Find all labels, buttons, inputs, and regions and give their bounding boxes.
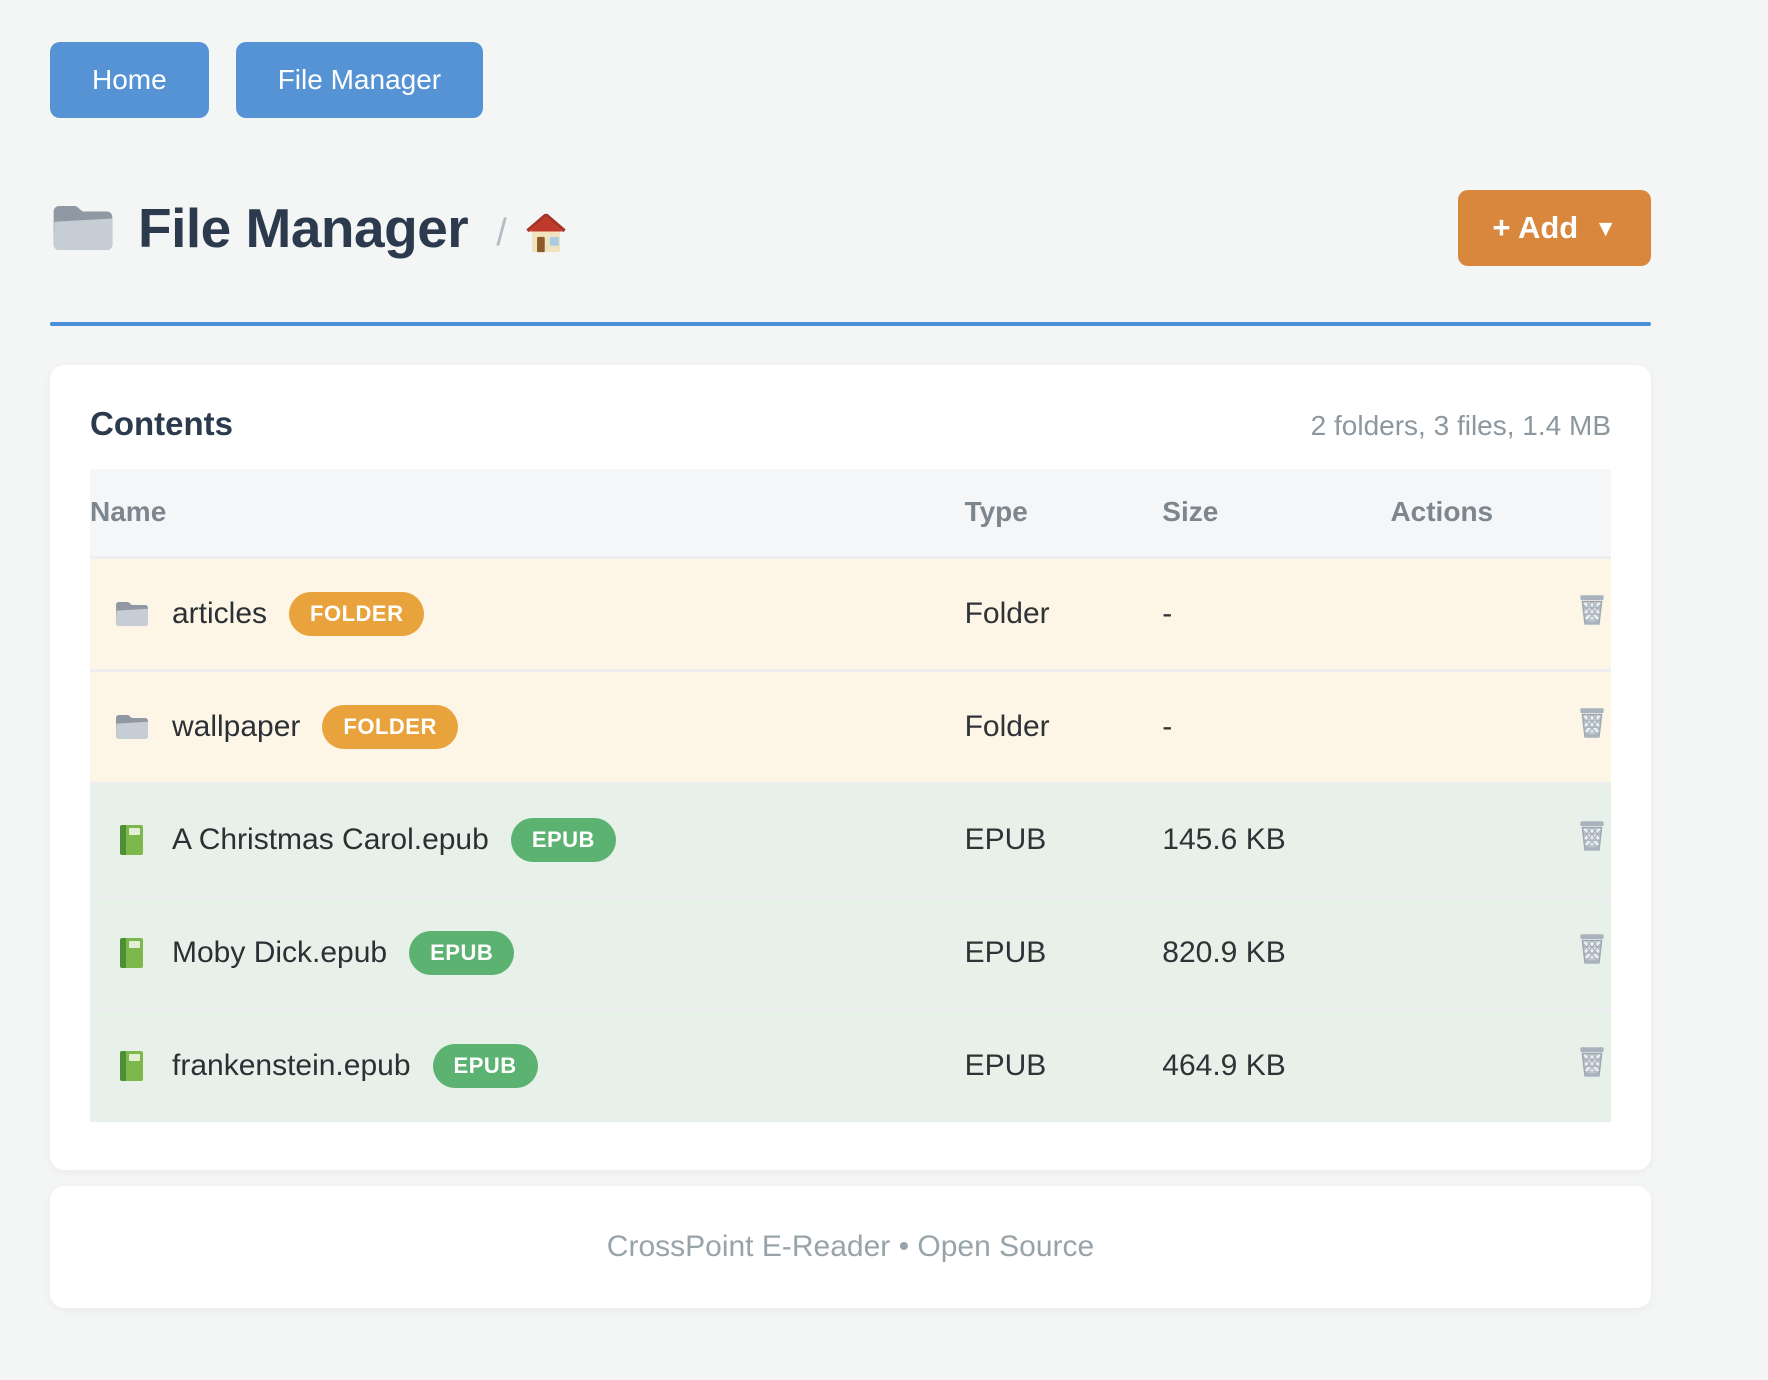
type-badge: EPUB [409,930,515,975]
trash-icon [1573,930,1611,968]
name-cell: A Christmas Carol.epub EPUB [90,817,965,862]
trash-icon [1573,1043,1611,1081]
delete-button[interactable] [1573,817,1611,855]
folder-icon [114,597,150,631]
footer-text: CrossPoint E-Reader • Open Source [606,1230,1095,1263]
table-row: Moby Dick.epub EPUB EPUB 820.9 KB [90,896,1611,1009]
delete-button[interactable] [1573,1043,1611,1081]
folder-icon [50,198,116,258]
file-table: Name Type Size Actions [90,469,1611,1122]
table-row: wallpaper FOLDER Folder - [90,670,1611,783]
table-row: articles FOLDER Folder - [90,557,1611,670]
breadcrumb-home[interactable] [523,211,569,255]
file-name[interactable]: frankenstein.epub [172,1049,411,1083]
nav-file-manager-button[interactable]: File Manager [235,42,484,118]
type-cell-text: Folder [964,596,1050,630]
size-cell-text: 820.9 KB [1162,935,1286,969]
contents-summary: 2 folders, 3 files, 1.4 MB [1310,410,1611,441]
column-header-type: Type [964,469,1163,557]
size-cell-text: 464.9 KB [1162,1049,1286,1083]
delete-button[interactable] [1573,930,1611,968]
size-cell: 145.6 KB [1162,783,1390,896]
size-cell: - [1162,557,1390,670]
size-cell: - [1162,670,1390,783]
trash-icon [1573,817,1611,855]
book-icon [114,936,150,970]
add-button[interactable]: + Add ▼ [1458,190,1651,266]
size-cell-text: - [1162,709,1173,743]
trash-icon [1573,704,1611,742]
type-cell: EPUB [965,896,1163,1009]
size-cell: 820.9 KB [1162,896,1390,1009]
type-cell: EPUB [965,783,1163,896]
name-cell: articles FOLDER [90,591,965,636]
type-cell-text: EPUB [964,822,1047,856]
column-header-size: Size [1162,469,1391,557]
footer: CrossPoint E-Reader • Open Source [50,1186,1651,1308]
page: Home File Manager File Manager / [50,0,1651,1308]
page-header: File Manager / + Add ▼ [50,190,1651,266]
size-cell: 464.9 KB [1162,1009,1390,1122]
page-title: File Manager [138,197,469,259]
type-cell-text: EPUB [964,1049,1047,1083]
name-cell: Moby Dick.epub EPUB [90,930,965,975]
table-row: frankenstein.epub EPUB EPUB 464.9 KB [90,1009,1611,1122]
add-button-label: + Add [1492,210,1579,245]
size-cell-text: 145.6 KB [1162,822,1286,856]
contents-title: Contents [90,405,233,442]
name-cell: frankenstein.epub EPUB [90,1044,965,1089]
type-badge: EPUB [432,1044,538,1089]
chevron-down-icon: ▼ [1594,214,1617,241]
type-cell: EPUB [965,1009,1163,1122]
book-icon [114,823,150,857]
breadcrumb-separator: / [496,211,507,254]
delete-button[interactable] [1573,591,1611,629]
contents-card-header: Contents 2 folders, 3 files, 1.4 MB [90,405,1611,443]
file-table-head: Name Type Size Actions [90,469,1611,557]
name-cell: wallpaper FOLDER [90,704,965,749]
type-cell: Folder [965,557,1163,670]
size-cell-text: - [1162,596,1173,630]
nav-home-button[interactable]: Home [50,42,209,118]
trash-icon [1573,591,1611,629]
file-name[interactable]: articles [172,596,268,630]
file-name[interactable]: A Christmas Carol.epub [172,822,489,856]
column-header-name: Name [90,469,965,557]
type-cell-text: Folder [964,709,1050,743]
house-icon [523,211,569,255]
file-name[interactable]: Moby Dick.epub [172,935,388,969]
type-cell-text: EPUB [964,935,1047,969]
type-badge: EPUB [510,817,616,862]
folder-icon [114,710,150,744]
delete-button[interactable] [1573,704,1611,742]
file-name[interactable]: wallpaper [172,709,301,743]
table-row: A Christmas Carol.epub EPUB EPUB 145.6 K… [90,783,1611,896]
type-badge: FOLDER [289,591,425,636]
contents-card: Contents 2 folders, 3 files, 1.4 MB Name… [50,365,1651,1170]
top-nav: Home File Manager [50,0,1651,118]
title-divider [50,322,1651,326]
title-group: File Manager / [50,196,569,260]
type-badge: FOLDER [322,704,458,749]
type-cell: Folder [965,670,1163,783]
book-icon [114,1049,150,1083]
column-header-actions: Actions [1390,469,1611,557]
file-table-body: articles FOLDER Folder - [90,557,1611,1122]
